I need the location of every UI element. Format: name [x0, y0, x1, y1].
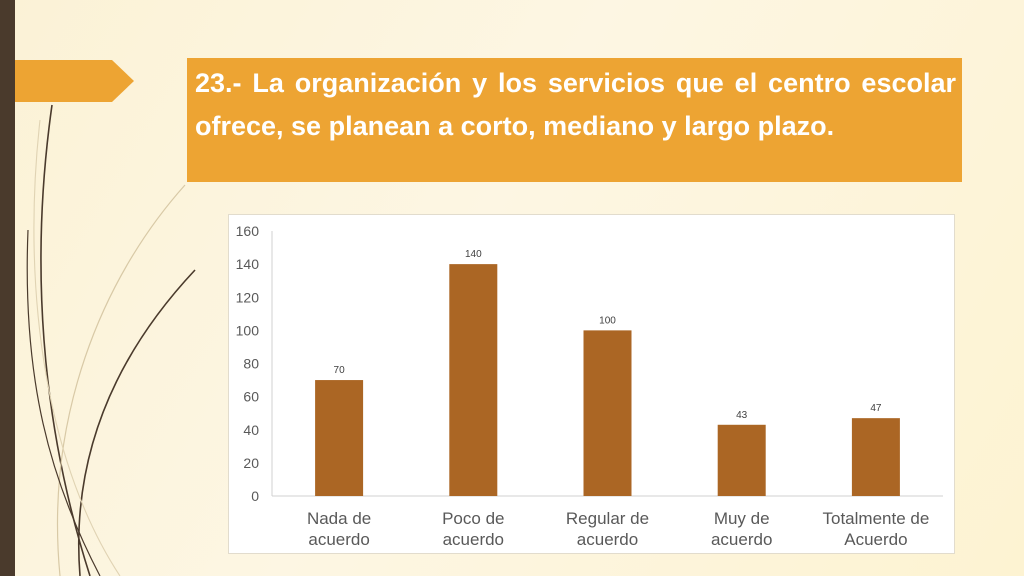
- y-tick-label: 120: [236, 289, 260, 305]
- data-label: 47: [870, 403, 882, 414]
- category-labels: Nada de acuerdo Poco de acuerdo Regular de ac…: [307, 509, 929, 549]
- bar: [583, 330, 632, 496]
- bar: [315, 380, 364, 496]
- bar: [717, 424, 766, 496]
- bars: [315, 264, 900, 496]
- slide-title: 23.- La organización y los servicios que…: [187, 58, 962, 182]
- y-tick-label: 160: [236, 223, 260, 239]
- data-label: 100: [599, 315, 616, 326]
- decorative-curves: [26, 104, 196, 576]
- category-label: Nada de acuerdo: [307, 509, 371, 549]
- category-label: Poco de acuerdo: [442, 509, 504, 549]
- y-tick-label: 0: [251, 488, 259, 504]
- y-tick-label: 60: [243, 389, 259, 405]
- data-label: 43: [736, 410, 748, 421]
- y-tick-label: 40: [243, 422, 259, 438]
- y-tick-label: 20: [243, 455, 259, 471]
- title-arrow-tab: [15, 60, 134, 102]
- data-label: 140: [465, 249, 482, 260]
- bar-chart: 0 20 40 60 80 100 120 140 160 70 140 100 43 47 Nada …: [228, 214, 955, 554]
- data-label: 70: [334, 365, 346, 376]
- category-label: Muy de acuerdo: [711, 509, 772, 549]
- y-tick-label: 140: [236, 256, 260, 272]
- category-label: Totalmente de Acuerdo: [823, 509, 930, 549]
- data-labels: 70 140 100 43 47: [334, 249, 882, 421]
- y-tick-label: 100: [236, 322, 260, 338]
- bar: [449, 264, 498, 496]
- left-sidebar-bar: [0, 0, 15, 576]
- bar: [851, 418, 900, 496]
- y-tick-label: 80: [243, 356, 259, 372]
- y-axis-ticks: 0 20 40 60 80 100 120 140 160: [236, 223, 260, 504]
- category-label: Regular de acuerdo: [566, 509, 649, 549]
- chart-canvas: 0 20 40 60 80 100 120 140 160 70 140 100 43 47 Nada …: [236, 223, 943, 549]
